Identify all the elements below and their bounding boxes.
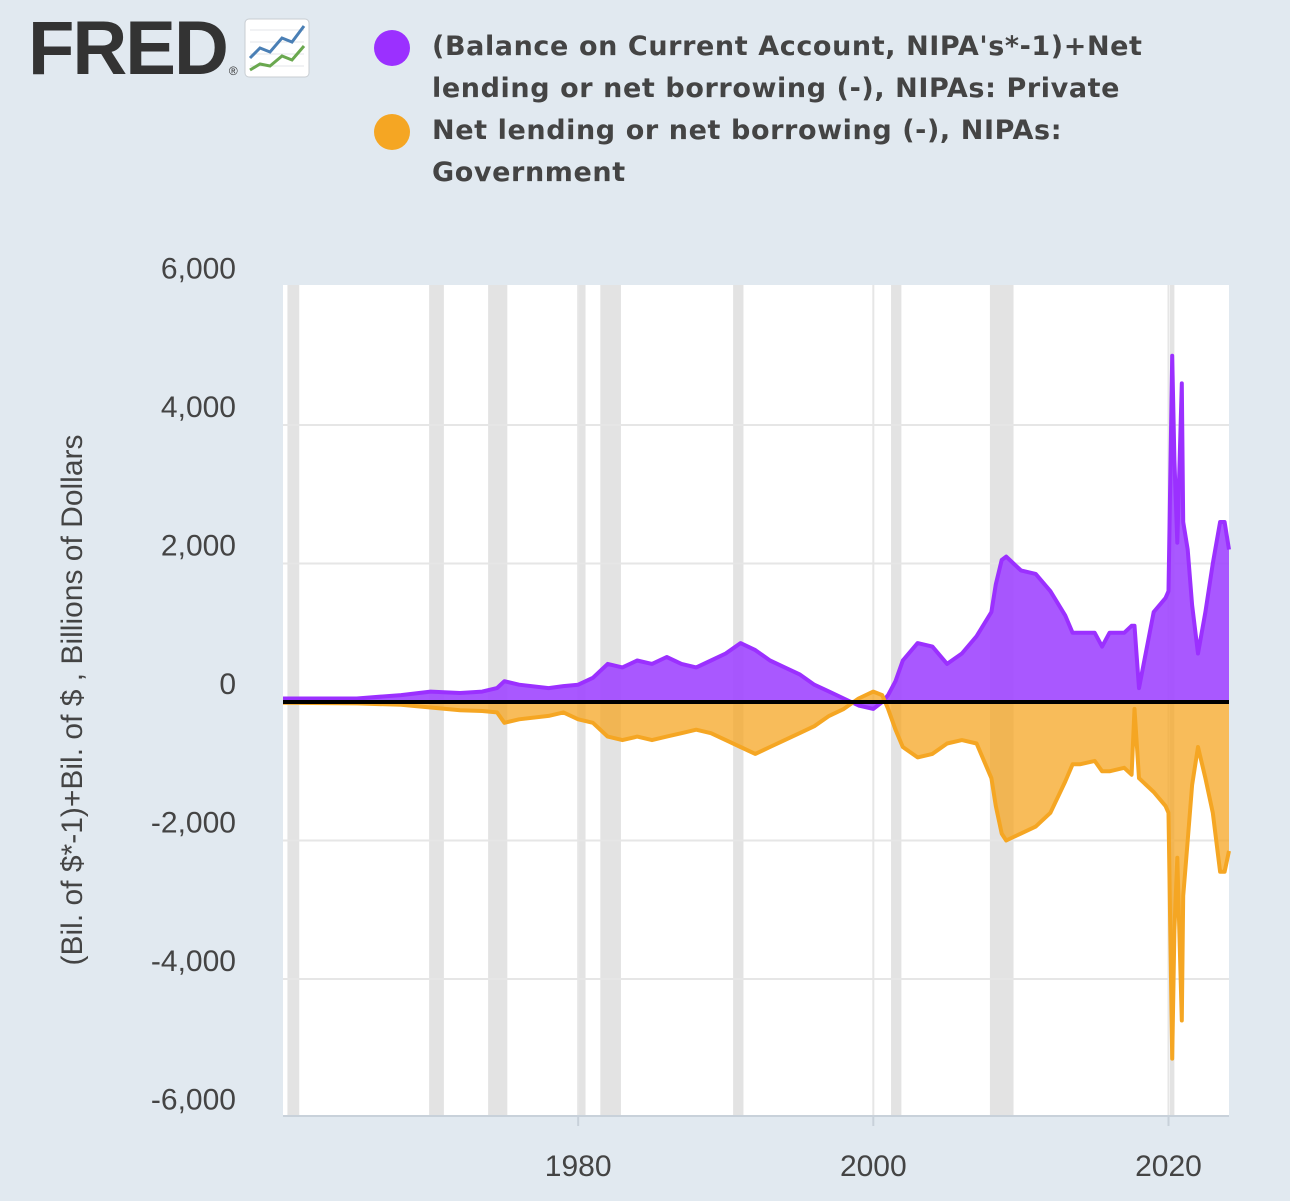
fred-logo-text: FRED [28,6,229,91]
legend-swatch-government [374,114,410,150]
x-tick-label-2: 2020 [1135,1150,1202,1183]
legend-label-government: Net lending or net borrowing (-), NIPAs:… [432,115,1063,188]
x-axis-ticks: 1980 2000 2020 [545,1116,1202,1183]
chart-legend: (Balance on Current Account, NIPA's*-1)+… [372,26,1172,194]
y-tick-label-4: -2,000 [151,807,236,840]
y-tick-label-6: -6,000 [151,1084,236,1117]
y-tick-label-2: 2,000 [161,530,236,563]
line-chart-icon [244,18,310,82]
legend-swatch-private [374,30,410,66]
legend-label-private: (Balance on Current Account, NIPA's*-1)+… [432,31,1143,104]
y-tick-label-1: 4,000 [161,391,236,424]
y-tick-label-3: 0 [219,668,236,701]
y-axis-ticks: 6,000 4,000 2,000 0 -2,000 -4,000 -6,000 [151,253,236,1117]
data-areas [282,353,1231,1061]
y-tick-label-0: 6,000 [161,253,236,286]
fred-logo[interactable]: FRED ® [28,6,310,91]
area-private [283,355,1229,709]
y-tick-label-5: -4,000 [151,945,236,978]
x-tick-label-0: 1980 [545,1150,612,1183]
legend-item-government[interactable]: Net lending or net borrowing (-), NIPAs:… [372,110,1172,194]
series-line-government [282,689,1231,1061]
registered-mark: ® [228,64,238,78]
y-axis-label: (Bil. of $*-1)+Bil. of $ , Billions of D… [56,434,89,965]
series-line-private [283,353,1231,711]
x-tick-label-1: 2000 [840,1150,907,1183]
legend-item-private[interactable]: (Balance on Current Account, NIPA's*-1)+… [372,26,1172,110]
